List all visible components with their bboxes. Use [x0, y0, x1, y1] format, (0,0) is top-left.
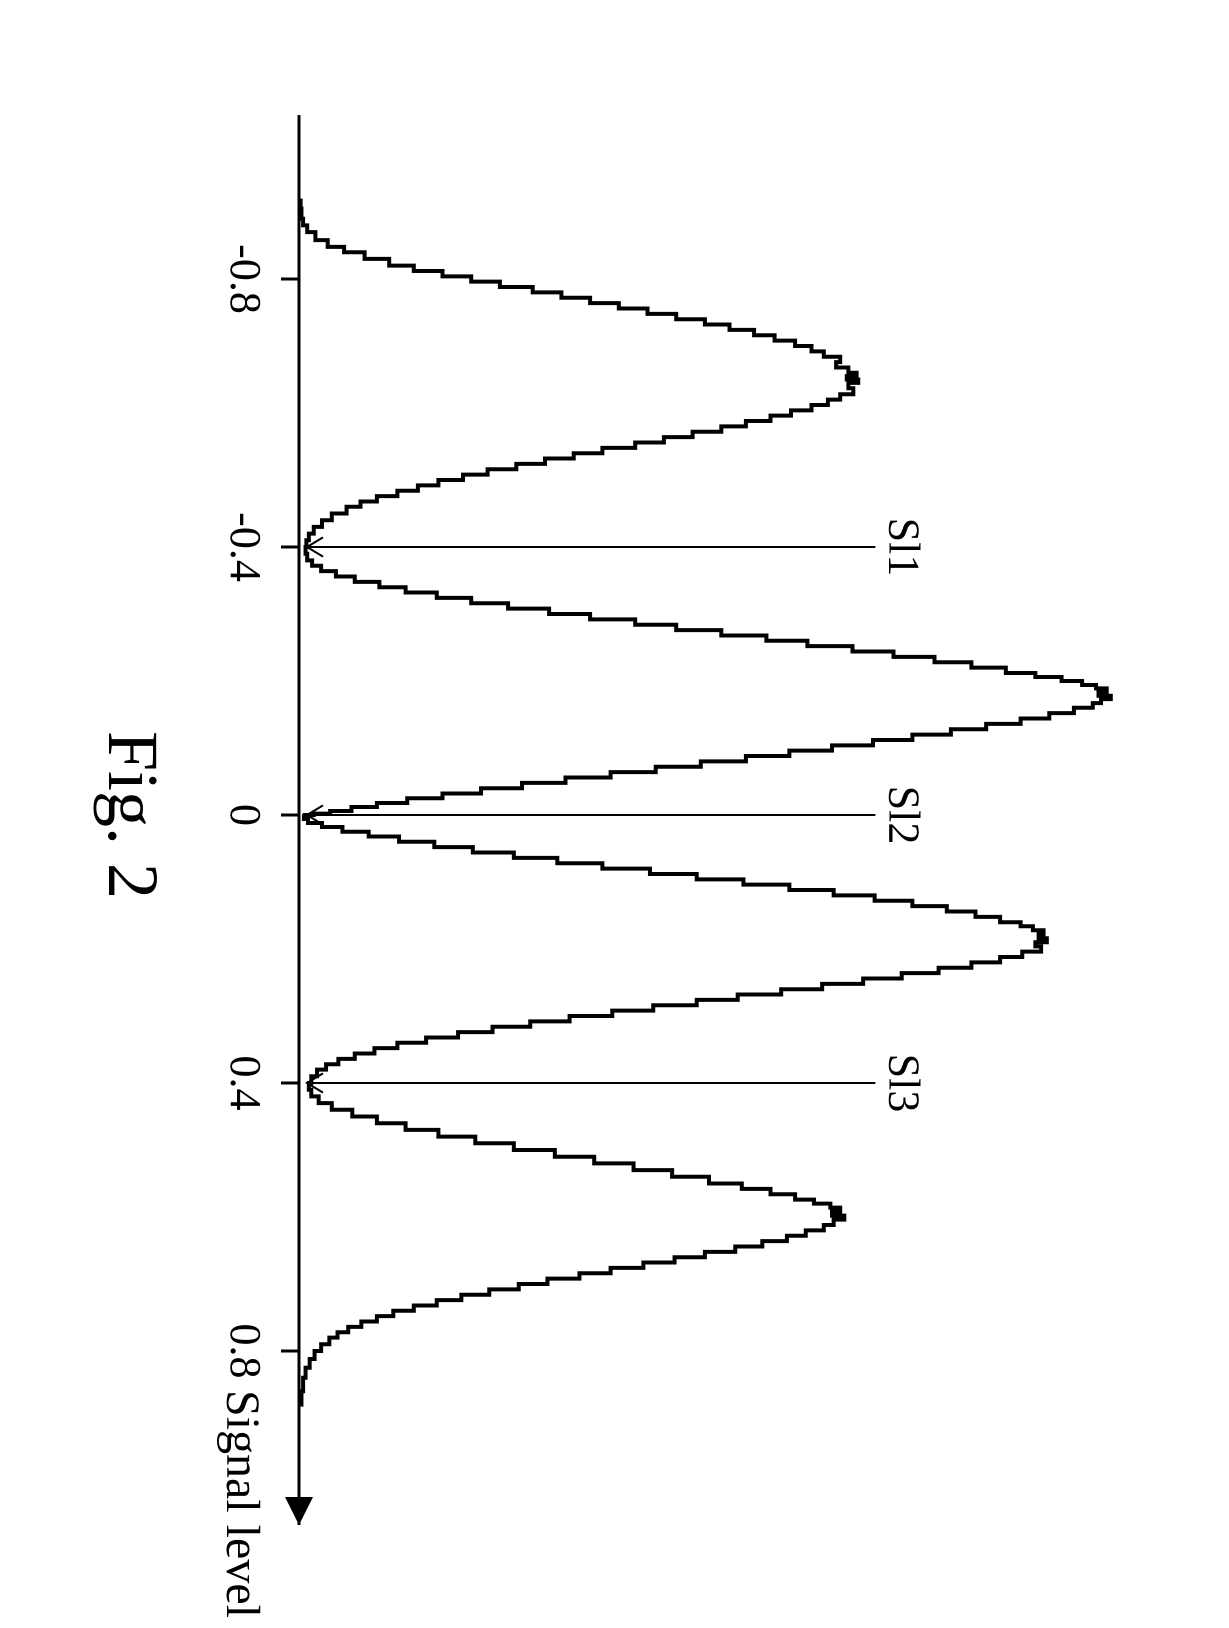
- x-axis-arrow: [285, 1497, 313, 1525]
- plot-group: -0.8 -0.4 0 0.4 0.8 Signal level Sl1 Sl2 Sl3 Fig.…: [93, 115, 1111, 1618]
- annotation-label: Sl2: [879, 786, 928, 845]
- x-tick-label: 0.4: [221, 1056, 270, 1111]
- x-tick-label: -0.4: [221, 512, 270, 582]
- histogram-curve: [301, 199, 1111, 1405]
- figure-container: -0.8 -0.4 0 0.4 0.8 Signal level Sl1 Sl2 Sl3 Fig.…: [0, 0, 1229, 1628]
- x-tick-label: -0.8: [221, 244, 270, 314]
- x-tick-label: 0.8: [221, 1324, 270, 1379]
- x-axis-label: Signal level: [216, 1390, 269, 1618]
- x-tick-label: 0: [221, 804, 270, 826]
- annotation-label: Sl3: [879, 1054, 928, 1113]
- histogram-chart: -0.8 -0.4 0 0.4 0.8 Signal level Sl1 Sl2 Sl3 Fig.…: [0, 0, 1229, 1628]
- annotation-label: Sl1: [879, 518, 928, 577]
- figure-caption: Fig. 2: [93, 731, 173, 899]
